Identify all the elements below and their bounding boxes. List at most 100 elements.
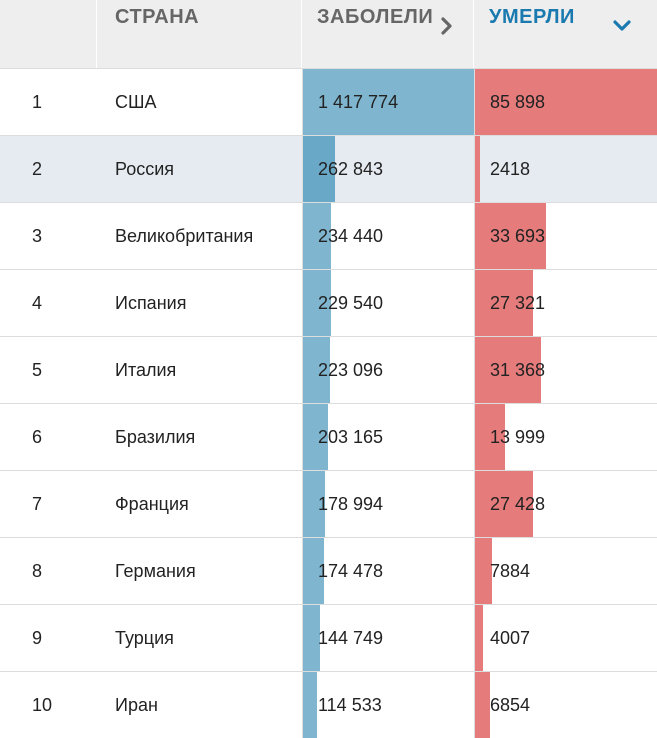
deaths-value: 7884 — [490, 561, 531, 581]
cases-bar — [303, 203, 332, 269]
cases-value: 114 533 — [318, 695, 382, 715]
cases-value: 144 749 — [318, 628, 384, 648]
country-cell: США — [115, 92, 157, 112]
deaths-cell: 7884 — [474, 538, 657, 604]
cases-cell: 1 417 774 — [302, 69, 474, 135]
deaths-bar — [475, 605, 484, 671]
header-deaths-label: УМЕРЛИ — [489, 6, 575, 28]
table-header: СТРАНА ЗАБОЛЕЛИ УМЕРЛИ — [0, 0, 657, 68]
cases-bar — [303, 270, 331, 336]
cases-cell: 229 540 — [302, 270, 474, 336]
country-cell: Италия — [115, 360, 177, 380]
cases-value: 203 165 — [318, 427, 384, 447]
deaths-cell: 85 898 — [474, 69, 657, 135]
deaths-cell: 31 368 — [474, 337, 657, 403]
table-row[interactable]: 8 Германия 174 478 7884 — [0, 537, 657, 604]
cases-bar — [303, 471, 325, 537]
cases-bar — [303, 672, 317, 738]
header-cases-column[interactable]: ЗАБОЛЕЛИ — [302, 0, 474, 68]
cases-cell: 262 843 — [302, 136, 474, 202]
deaths-cell: 6854 — [474, 672, 657, 738]
cases-cell: 114 533 — [302, 672, 474, 738]
header-deaths-column[interactable]: УМЕРЛИ — [474, 0, 657, 68]
country-cell: Иран — [115, 695, 158, 715]
cases-bar — [303, 136, 335, 202]
country-cell: Великобритания — [115, 226, 254, 246]
cases-cell: 203 165 — [302, 404, 474, 470]
deaths-value: 6854 — [490, 695, 531, 715]
deaths-bar — [475, 471, 534, 537]
country-cell: Бразилия — [115, 427, 196, 447]
table-row[interactable]: 10 Иран 114 533 6854 — [0, 671, 657, 738]
rank-cell: 1 — [32, 92, 43, 112]
cases-value: 229 540 — [318, 293, 384, 313]
cases-bar — [303, 605, 321, 671]
deaths-bar — [475, 69, 657, 135]
table-row[interactable]: 9 Турция 144 749 4007 — [0, 604, 657, 671]
cases-value: 223 096 — [318, 360, 384, 380]
deaths-cell: 4007 — [474, 605, 657, 671]
deaths-bar — [475, 672, 490, 738]
header-country-label: СТРАНА — [115, 6, 200, 28]
chevron-right-icon[interactable] — [440, 16, 454, 42]
country-cell: Франция — [115, 494, 189, 514]
rank-cell: 2 — [32, 159, 43, 179]
cases-value: 234 440 — [318, 226, 384, 246]
country-cell: Турция — [115, 628, 174, 648]
deaths-cell: 33 693 — [474, 203, 657, 269]
rank-cell: 10 — [32, 695, 53, 715]
country-cell: Испания — [115, 293, 187, 313]
deaths-bar — [475, 337, 542, 403]
country-cell: Германия — [115, 561, 196, 581]
deaths-bar — [475, 203, 547, 269]
table-row[interactable]: 5 Италия 223 096 31 368 — [0, 336, 657, 403]
deaths-value: 33 693 — [490, 226, 546, 246]
deaths-cell: 2418 — [474, 136, 657, 202]
header-rank-column — [0, 0, 97, 68]
deaths-value: 13 999 — [490, 427, 546, 447]
cases-value: 178 994 — [318, 494, 384, 514]
table-row[interactable]: 1 США 1 417 774 85 898 — [0, 68, 657, 135]
deaths-value: 2418 — [490, 159, 531, 179]
deaths-bar — [475, 136, 481, 202]
table-row[interactable]: 4 Испания 229 540 27 321 — [0, 269, 657, 336]
cases-cell: 178 994 — [302, 471, 474, 537]
cases-bar — [303, 538, 325, 604]
chevron-down-icon[interactable] — [612, 16, 632, 39]
cases-bar — [303, 337, 330, 403]
deaths-bar — [475, 404, 505, 470]
cases-cell: 234 440 — [302, 203, 474, 269]
cases-cell: 174 478 — [302, 538, 474, 604]
header-country-column[interactable]: СТРАНА — [97, 0, 302, 68]
rank-cell: 8 — [32, 561, 43, 581]
deaths-value: 4007 — [490, 628, 531, 648]
cases-cell: 144 749 — [302, 605, 474, 671]
rank-cell: 4 — [32, 293, 43, 313]
cases-cell: 223 096 — [302, 337, 474, 403]
deaths-value: 31 368 — [490, 360, 546, 380]
rank-cell: 6 — [32, 427, 43, 447]
country-cell: Россия — [115, 159, 175, 179]
cases-value: 262 843 — [318, 159, 384, 179]
rank-cell: 7 — [32, 494, 43, 514]
table-row[interactable]: 2 Россия 262 843 2418 — [0, 135, 657, 202]
rank-cell: 3 — [32, 226, 43, 246]
deaths-cell: 13 999 — [474, 404, 657, 470]
rank-cell: 5 — [32, 360, 43, 380]
cases-bar — [303, 69, 474, 135]
deaths-value: 27 321 — [490, 293, 546, 313]
cases-bar — [303, 404, 328, 470]
rank-cell: 9 — [32, 628, 43, 648]
deaths-value: 85 898 — [490, 92, 546, 112]
deaths-cell: 27 428 — [474, 471, 657, 537]
table-row[interactable]: 3 Великобритания 234 440 33 693 — [0, 202, 657, 269]
table-row[interactable]: 7 Франция 178 994 27 428 — [0, 470, 657, 537]
cases-value: 1 417 774 — [318, 92, 399, 112]
deaths-cell: 27 321 — [474, 270, 657, 336]
deaths-value: 27 428 — [490, 494, 546, 514]
header-cases-label: ЗАБОЛЕЛИ — [317, 6, 434, 28]
cases-value: 174 478 — [318, 561, 384, 581]
table-row[interactable]: 6 Бразилия 203 165 13 999 — [0, 403, 657, 470]
deaths-bar — [475, 538, 492, 604]
